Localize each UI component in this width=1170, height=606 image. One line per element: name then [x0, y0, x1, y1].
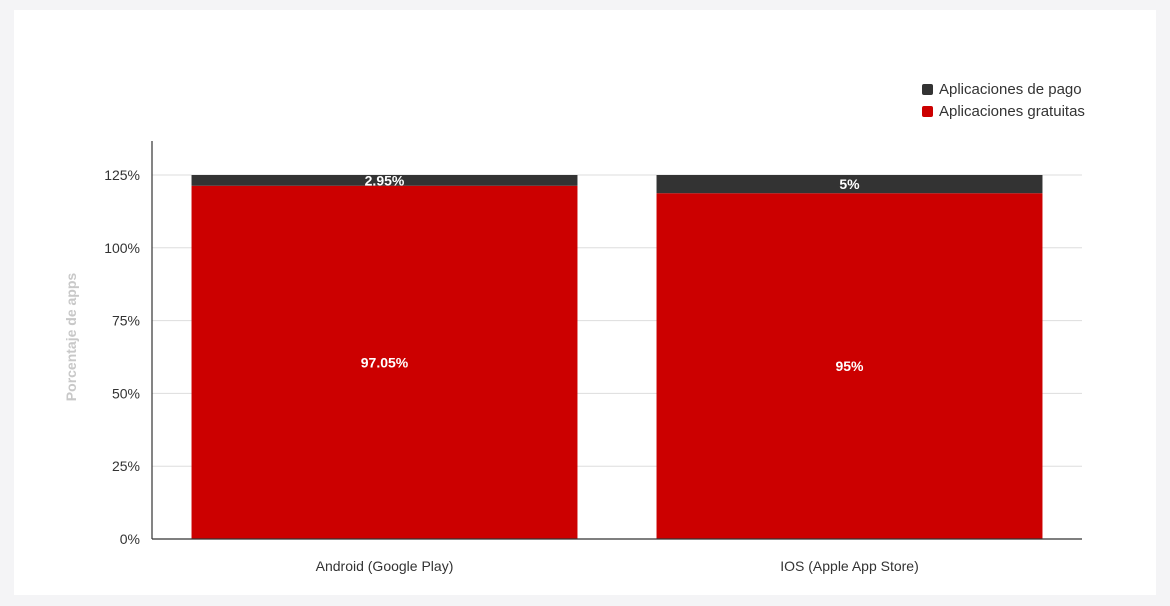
chart-card: 0% 25% 50% 75% 100% 125% Porcentaje de apps 97.… [14, 10, 1156, 595]
legend-swatch-paid [922, 83, 933, 95]
bar-segment [656, 193, 1043, 539]
legend-item-paid[interactable]: Aplicaciones de pago [922, 78, 1085, 100]
data-label: 5% [839, 176, 860, 192]
y-tick-label: 0% [120, 531, 140, 547]
stacked-bar-chart: 0% 25% 50% 75% 100% 125% Porcentaje de apps 97.… [63, 141, 1082, 574]
bar-segment [191, 185, 578, 539]
legend-label-free: Aplicaciones gratuitas [939, 102, 1085, 120]
data-label: 2.95% [365, 172, 405, 188]
legend: Aplicaciones de pago Aplicaciones gratui… [922, 78, 1085, 122]
data-label: 97.05% [361, 354, 409, 370]
y-tick-label: 75% [112, 313, 140, 329]
y-tick-label: 100% [104, 240, 140, 256]
bar-segment [191, 175, 578, 186]
legend-item-free[interactable]: Aplicaciones gratuitas [922, 100, 1085, 122]
y-axis-title: Porcentaje de apps [63, 273, 79, 402]
legend-label-paid: Aplicaciones de pago [939, 80, 1082, 98]
x-tick-label: Android (Google Play) [316, 558, 454, 574]
bar-segment [656, 175, 1043, 194]
legend-swatch-free [922, 105, 933, 117]
x-tick-label: IOS (Apple App Store) [780, 558, 919, 574]
y-tick-label: 25% [112, 458, 140, 474]
data-label: 95% [835, 358, 864, 374]
y-tick-label: 50% [112, 385, 140, 401]
y-tick-label: 125% [104, 167, 140, 183]
